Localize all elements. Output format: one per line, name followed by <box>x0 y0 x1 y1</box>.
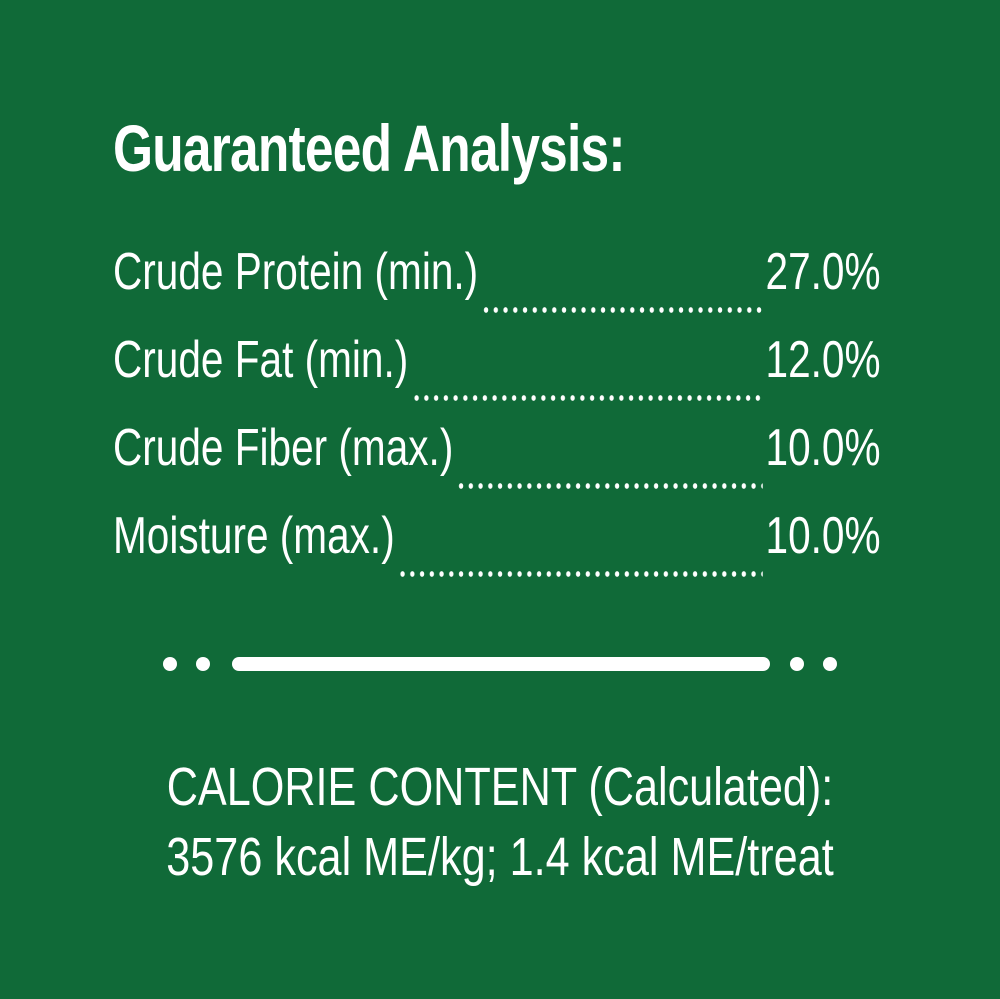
analysis-row-fat: Crude Fat (min.) 12.0% <box>113 328 881 416</box>
row-label: Crude Fiber (max.) <box>113 419 454 477</box>
analysis-row-fiber: Crude Fiber (max.) 10.0% <box>113 416 881 504</box>
row-label: Moisture (max.) <box>113 507 395 565</box>
calorie-values: 3576 kcal ME/kg; 1.4 kcal ME/treat <box>166 827 834 887</box>
dot-leader <box>397 570 763 578</box>
dot-leader <box>456 482 763 490</box>
analysis-row-moisture: Moisture (max.) 10.0% <box>113 504 881 592</box>
row-label: Crude Fat (min.) <box>113 331 409 389</box>
row-value: 10.0% <box>765 419 881 477</box>
divider-dot <box>196 657 210 671</box>
dot-leader <box>411 394 763 402</box>
analysis-row-protein: Crude Protein (min.) 27.0% <box>113 240 881 328</box>
dot-leader <box>481 306 763 314</box>
page-title: Guaranteed Analysis: <box>113 111 626 185</box>
row-label: Crude Protein (min.) <box>113 243 479 301</box>
calorie-heading: CALORIE CONTENT (Calculated): <box>166 757 834 817</box>
divider-dot <box>823 657 837 671</box>
analysis-list: Crude Protein (min.) 27.0% Crude Fat (mi… <box>113 240 881 592</box>
divider <box>160 654 850 674</box>
divider-line <box>232 657 770 671</box>
divider-dot <box>163 657 177 671</box>
divider-dot <box>790 657 804 671</box>
row-value: 12.0% <box>765 331 881 389</box>
calorie-content: CALORIE CONTENT (Calculated): 3576 kcal … <box>0 752 1000 892</box>
row-value: 27.0% <box>765 243 881 301</box>
row-value: 10.0% <box>765 507 881 565</box>
